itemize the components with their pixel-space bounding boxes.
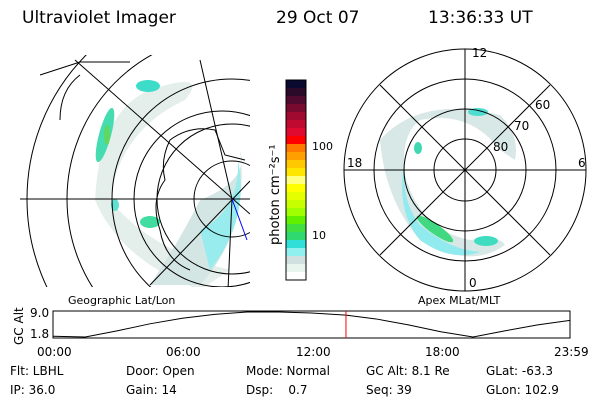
status-ip: IP: 36.0 [10, 383, 56, 397]
altitude-ylabel: GC Alt [12, 307, 26, 345]
xtick-0000: 00:00 [37, 345, 72, 359]
colorbar-swatch [286, 240, 306, 249]
colorbar [286, 80, 306, 281]
date-label: 29 Oct 07 [276, 8, 360, 28]
mlat-label-70: 70 [514, 119, 530, 133]
colorbar-frame [285, 79, 307, 281]
colorbar-swatch [286, 272, 306, 281]
colorbar-swatch [286, 112, 306, 121]
colorbar-unit-label: photon cm⁻²s⁻¹ [268, 144, 283, 245]
status-door: Door: Open [126, 364, 195, 378]
colorbar-swatch [286, 144, 306, 153]
xtick-1800: 18:00 [425, 345, 460, 359]
mlat-label-80: 80 [493, 140, 509, 154]
colorbar-tick-100: 100 [312, 140, 333, 153]
graticule [20, 55, 250, 287]
mlt-label-12: 12 [472, 46, 488, 60]
colorbar-swatch [286, 232, 306, 241]
xtick-2359: 23:59 [554, 345, 589, 359]
altitude-plot-frame [52, 310, 571, 339]
status-dsp: Dsp: 0.7 [246, 383, 308, 397]
xtick-1200: 12:00 [296, 345, 331, 359]
status-glon: GLon: 102.9 [486, 383, 559, 397]
colorbar-swatch [286, 80, 306, 89]
ytick-min: 1.8 [30, 327, 50, 341]
colorbar-swatch [286, 264, 306, 273]
polar-map [343, 48, 587, 292]
mlt-label-0: 0 [469, 276, 477, 290]
instrument-title: Ultraviolet Imager [22, 8, 176, 28]
colorbar-swatch [286, 192, 306, 201]
colorbar-swatch [286, 216, 306, 225]
colorbar-swatch [286, 256, 306, 265]
colorbar-tick-10: 10 [312, 229, 326, 242]
status-mode: Mode: Normal [246, 364, 330, 378]
time-label: 13:36:33 UT [428, 8, 533, 28]
colorbar-swatch [286, 176, 306, 185]
right-panel-label: Apex MLat/MLT [418, 294, 501, 307]
colorbar-swatch [286, 248, 306, 257]
colorbar-swatch [286, 168, 306, 177]
colorbar-swatch [286, 120, 306, 129]
terminator-line [231, 198, 248, 241]
colorbar-swatch [286, 104, 306, 113]
left-panel-label: Geographic Lat/Lon [68, 294, 176, 307]
colorbar-swatch [286, 96, 306, 105]
aurora-emission-left [95, 80, 242, 287]
mlat-label-60: 60 [535, 98, 551, 112]
altitude-curve [52, 311, 571, 338]
coastlines [39, 61, 246, 271]
colorbar-swatch [286, 160, 306, 169]
status-glat: GLat: -63.3 [486, 364, 553, 378]
colorbar-swatch [286, 128, 306, 137]
colorbar-swatch [286, 184, 306, 193]
mlt-label-18: 18 [347, 156, 363, 170]
colorbar-swatch [286, 88, 306, 97]
colorbar-swatch [286, 152, 306, 161]
colorbar-swatch [286, 208, 306, 217]
mlt-label-6: 6 [578, 156, 586, 170]
xtick-0600: 06:00 [166, 345, 201, 359]
status-gc-alt: GC Alt: 8.1 Re [366, 364, 450, 378]
colorbar-swatch [286, 224, 306, 233]
status-seq: Seq: 39 [366, 383, 412, 397]
ytick-max: 9.0 [30, 306, 50, 320]
geographic-map [20, 55, 250, 287]
colorbar-swatch [286, 136, 306, 145]
status-gain: Gain: 14 [126, 383, 177, 397]
status-filter: Flt: LBHL [10, 364, 64, 378]
colorbar-swatch [286, 200, 306, 209]
